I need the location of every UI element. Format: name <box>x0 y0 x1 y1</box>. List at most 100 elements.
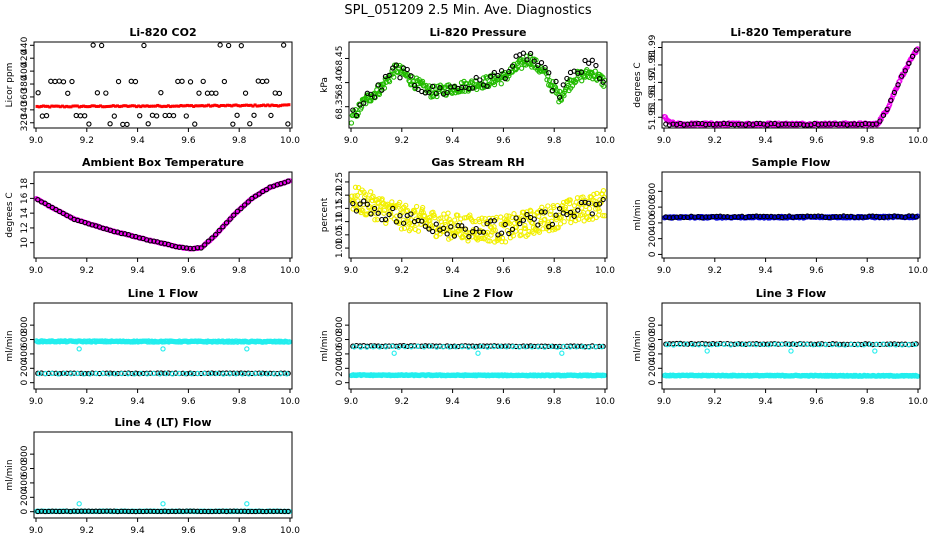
data-point <box>702 342 708 348</box>
data-point <box>251 104 255 108</box>
data-point <box>395 344 402 350</box>
data-point <box>132 78 139 85</box>
data-point <box>76 501 82 507</box>
data-point <box>546 70 552 76</box>
y-tick-label: 800 <box>648 182 658 199</box>
data-point <box>408 73 414 79</box>
data-point <box>256 191 262 197</box>
data-point <box>779 121 785 127</box>
data-point <box>271 371 277 377</box>
y-axis-label: Licor ppm <box>5 63 15 108</box>
data-point <box>225 42 232 49</box>
data-point <box>386 79 393 85</box>
data-point <box>538 209 545 215</box>
data-point <box>65 104 69 108</box>
data-point <box>162 104 166 108</box>
data-point <box>90 42 96 48</box>
data-point <box>368 189 374 195</box>
x-tick-label: 9.6 <box>181 526 196 536</box>
data-point <box>61 370 68 377</box>
data-point <box>48 105 52 109</box>
data-point <box>246 371 252 377</box>
data-point <box>475 350 481 356</box>
data-point <box>255 104 259 108</box>
data-point <box>50 104 54 108</box>
data-point <box>130 104 134 108</box>
data-point <box>542 344 548 350</box>
data-point <box>526 228 532 235</box>
panel-2: Li-820 Temperature degrees C 9.0 9.2 9.4 9.6 9… <box>633 26 928 146</box>
data-point <box>553 212 559 218</box>
data-point <box>271 508 277 515</box>
data-point <box>445 210 451 216</box>
y-axis-label: ml/min <box>633 330 643 361</box>
data-point <box>801 341 807 347</box>
data-point <box>115 78 122 85</box>
data-point <box>54 104 58 108</box>
data-point <box>420 209 426 216</box>
data-point <box>106 371 112 377</box>
y-tick-label: 1.10 <box>335 211 345 231</box>
data-point <box>582 57 588 64</box>
data-point <box>245 199 251 205</box>
data-point <box>550 79 556 85</box>
data-point <box>350 200 356 207</box>
data-point <box>386 211 392 218</box>
data-point <box>249 508 255 515</box>
data-point <box>249 370 255 377</box>
panel-title: Li-820 CO2 <box>129 26 196 39</box>
data-point <box>278 508 284 515</box>
data-point <box>283 103 287 107</box>
data-point <box>349 193 355 199</box>
data-point <box>896 79 902 85</box>
data-point <box>510 233 517 239</box>
data-point <box>67 214 74 220</box>
data-point <box>147 508 153 514</box>
data-point <box>412 209 418 215</box>
data-point <box>368 91 374 98</box>
data-point <box>200 104 204 108</box>
data-point <box>549 221 556 228</box>
x-tick-label: 9.4 <box>758 397 773 407</box>
data-point <box>111 104 115 108</box>
data-point <box>586 205 593 212</box>
data-point <box>118 508 124 514</box>
data-point <box>94 104 98 108</box>
panel-title: Line 2 Flow <box>443 287 513 300</box>
plot-area <box>35 42 291 128</box>
data-point <box>215 104 219 108</box>
data-point <box>596 201 603 207</box>
data-point <box>504 213 510 219</box>
y-tick-label: 51.99 <box>648 34 658 60</box>
data-point <box>368 98 374 104</box>
data-point <box>488 343 494 349</box>
data-point <box>281 508 288 515</box>
data-point <box>513 215 519 221</box>
data-point <box>213 90 219 96</box>
data-point <box>861 342 867 348</box>
data-point <box>703 214 709 220</box>
data-point <box>564 75 570 82</box>
data-point <box>753 342 759 348</box>
data-point <box>591 191 597 198</box>
data-point <box>433 90 439 97</box>
data-point <box>77 113 84 119</box>
data-point <box>400 220 407 226</box>
data-point <box>252 508 259 515</box>
data-point <box>42 370 49 377</box>
x-tick-label: 9.0 <box>29 526 44 536</box>
data-point <box>284 371 290 377</box>
data-point <box>695 120 702 127</box>
data-point <box>866 213 872 219</box>
data-point <box>415 343 421 349</box>
data-point <box>257 104 261 108</box>
data-point <box>509 63 516 69</box>
data-point <box>39 113 45 119</box>
x-tick-label: 9.4 <box>445 136 460 146</box>
x-tick-label: 9.6 <box>809 136 824 146</box>
data-point <box>56 104 60 108</box>
data-point <box>469 229 476 235</box>
x-tick-label: 10.0 <box>280 397 300 407</box>
y-tick-label: 51.97 <box>648 70 658 96</box>
